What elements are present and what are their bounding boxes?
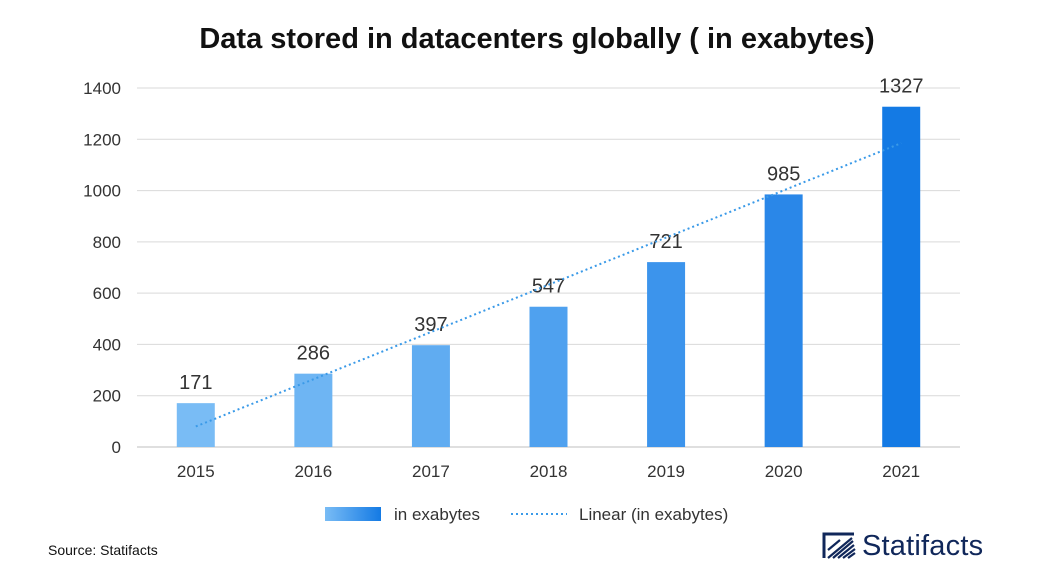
x-tick-label: 2015: [177, 462, 215, 481]
legend-label-trendline: Linear (in exabytes): [579, 505, 728, 524]
statifacts-logo-icon: [822, 532, 856, 559]
trendline: [195, 142, 902, 428]
y-tick-label: 200: [93, 387, 121, 406]
legend: in exabytes Linear (in exabytes): [325, 505, 728, 524]
y-tick-label: 0: [112, 438, 121, 457]
y-tick-label: 400: [93, 335, 121, 354]
x-axis: 2015 2016 2017 2018 2019 2020 2021: [177, 462, 920, 481]
bar: [764, 194, 803, 447]
bar: [647, 262, 686, 447]
trendline-path: [195, 142, 902, 428]
data-label: 547: [532, 276, 565, 298]
y-tick-label: 600: [93, 284, 121, 303]
y-axis: 0 200 400 600 800 1000 1200 1400: [83, 79, 121, 457]
data-label: 286: [297, 343, 330, 365]
x-tick-label: 2017: [412, 462, 450, 481]
bar: [882, 106, 921, 447]
bar: [529, 306, 568, 447]
chart-title: Data stored in datacenters globally ( in…: [199, 23, 874, 55]
bar: [294, 373, 333, 447]
source-note: Source: Statifacts: [48, 542, 158, 558]
data-label: 171: [179, 372, 212, 394]
bars: 171 286 397 547 721 985 1327: [176, 76, 924, 447]
data-label: 721: [649, 231, 682, 253]
bar: [411, 345, 450, 447]
legend-label-bars: in exabytes: [394, 505, 480, 524]
y-tick-label: 1000: [83, 182, 121, 201]
x-tick-label: 2019: [647, 462, 685, 481]
x-tick-label: 2016: [294, 462, 332, 481]
brand-logo: Statifacts: [822, 526, 983, 566]
x-tick-label: 2020: [765, 462, 803, 481]
y-tick-label: 1400: [83, 79, 121, 98]
x-tick-label: 2021: [882, 462, 920, 481]
legend-swatch-bars: [325, 507, 381, 521]
data-label: 397: [414, 314, 447, 336]
y-tick-label: 800: [93, 233, 121, 252]
y-tick-label: 1200: [83, 130, 121, 149]
x-tick-label: 2018: [530, 462, 568, 481]
brand-name: Statifacts: [862, 529, 984, 562]
data-label: 985: [767, 163, 800, 185]
bar: [176, 403, 215, 447]
data-label: 1327: [879, 76, 924, 98]
